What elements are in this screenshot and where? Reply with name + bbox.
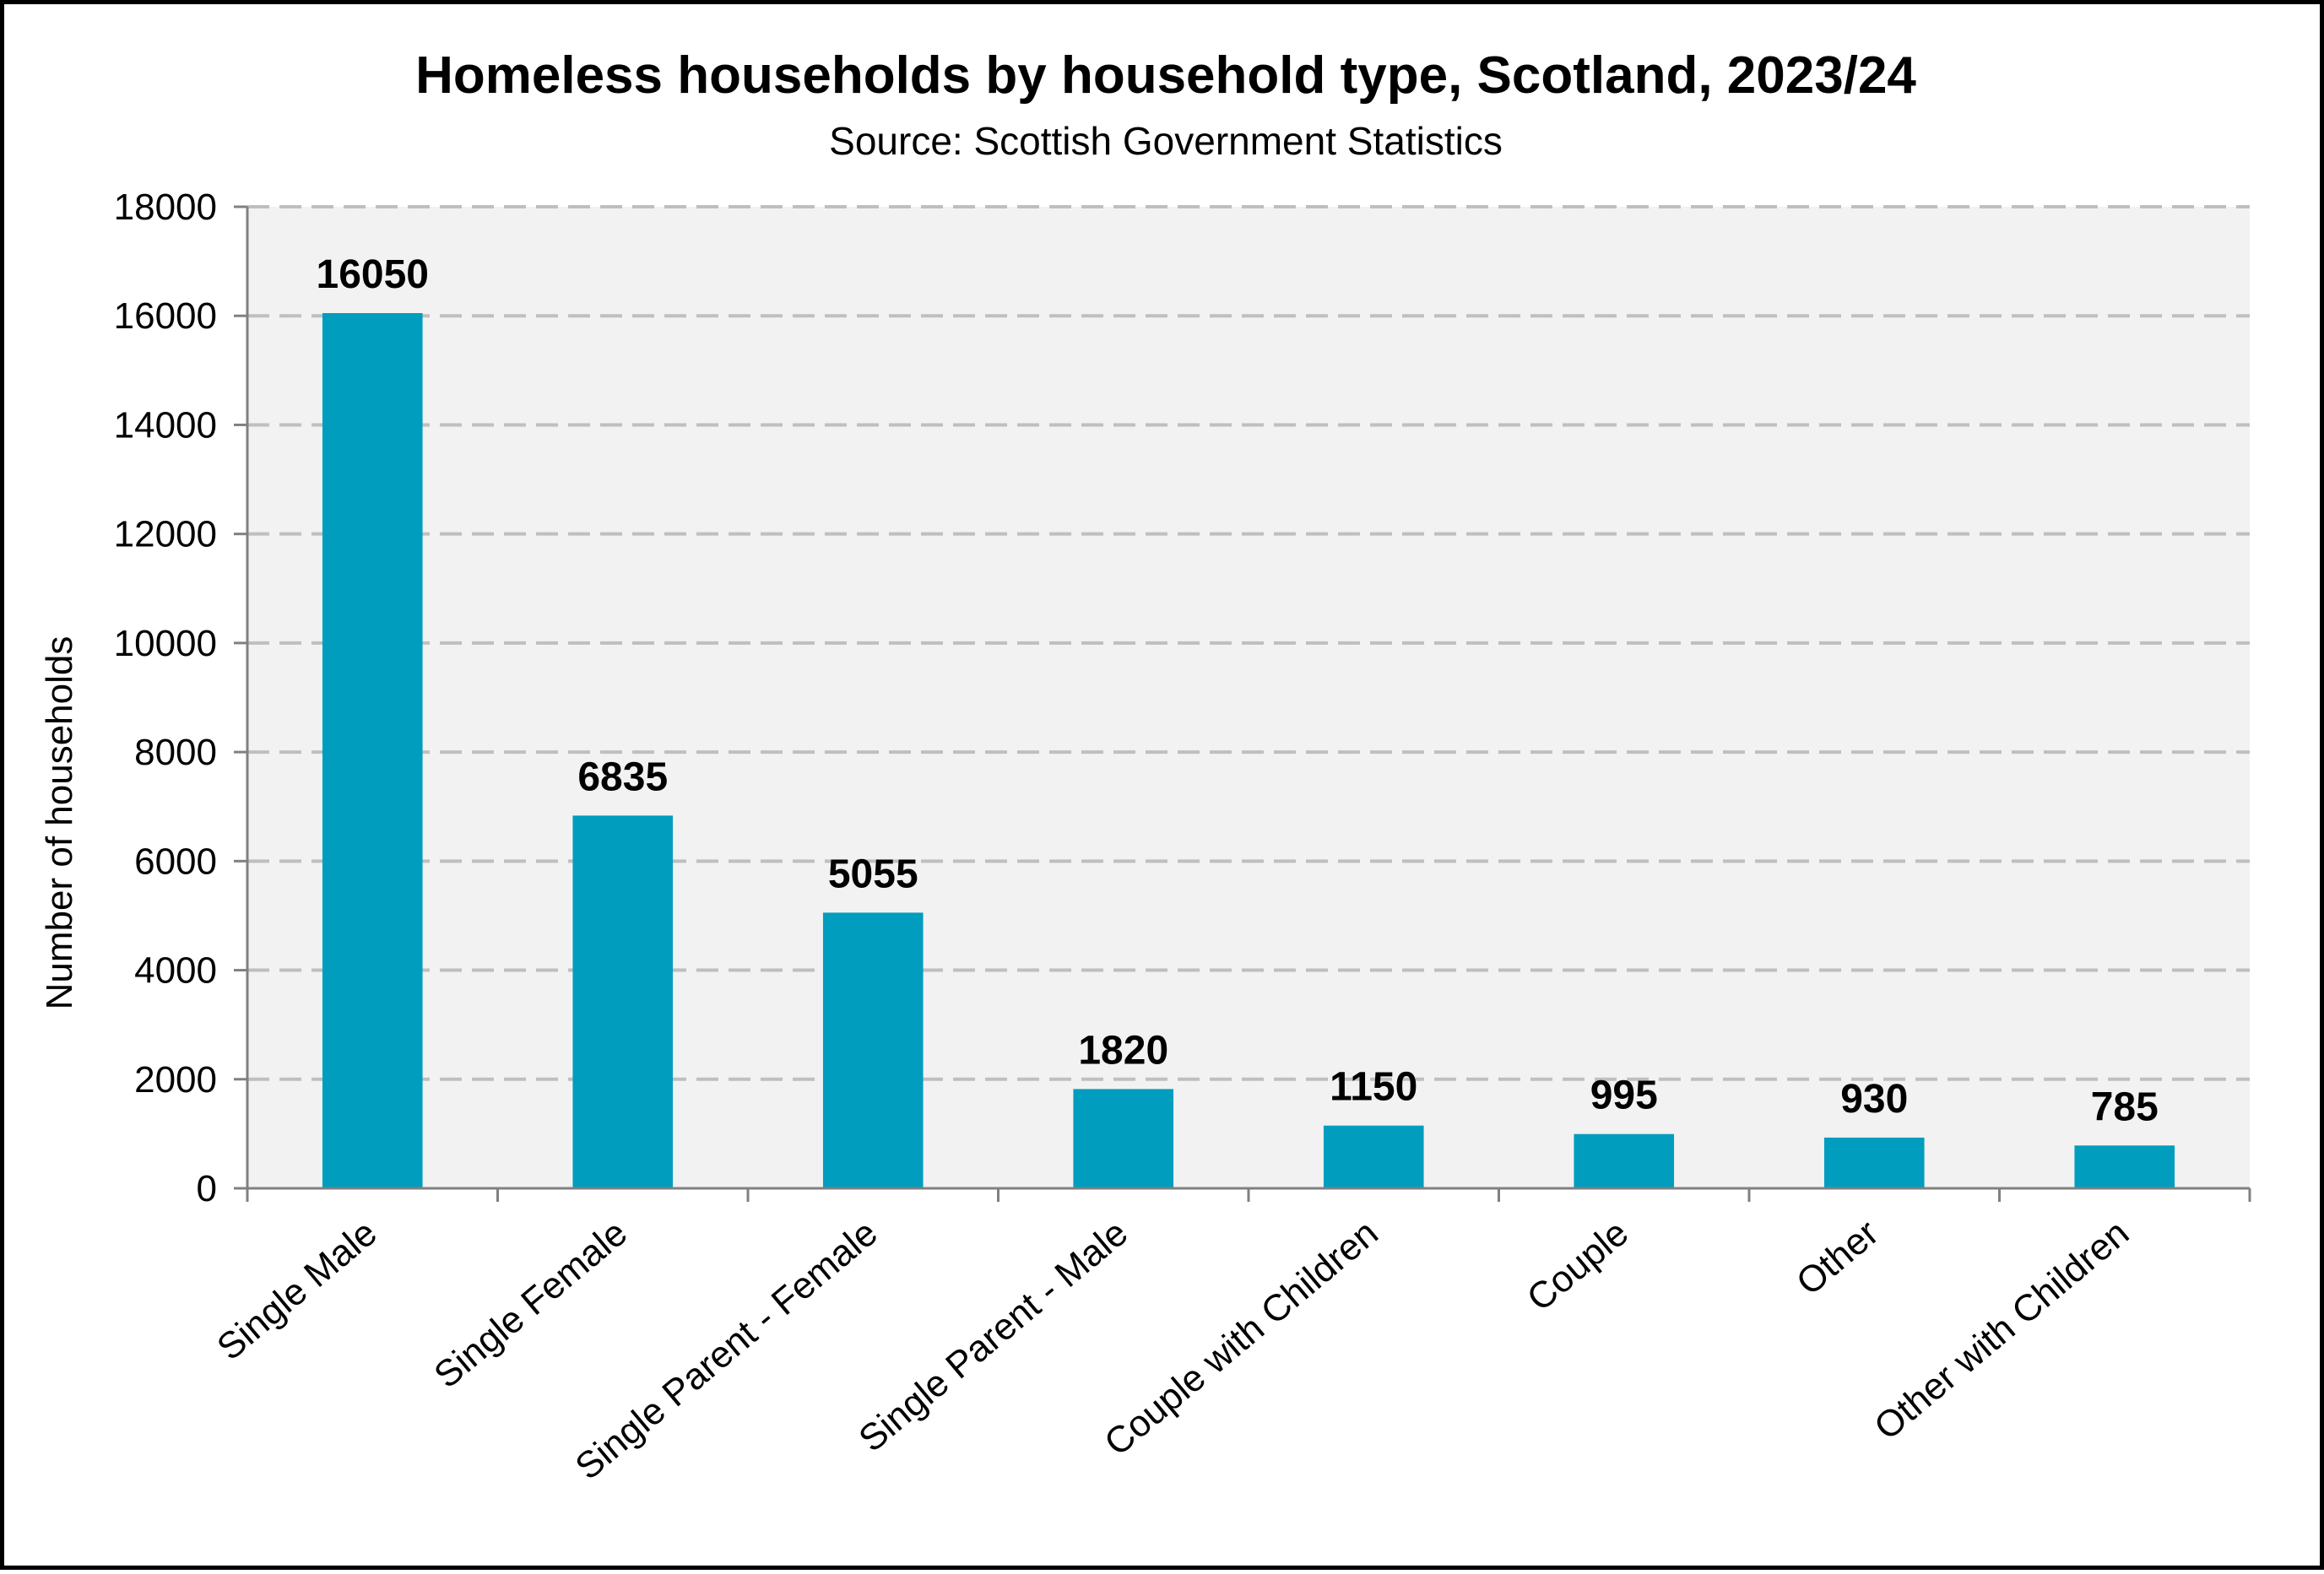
bar	[2074, 1145, 2175, 1188]
y-tick-label: 10000	[114, 623, 217, 664]
bar	[572, 815, 674, 1188]
y-tick-labels: 0 2000 4000 6000 8000 10000 12000 14000 16000 180…	[114, 187, 217, 1209]
bar	[322, 312, 423, 1188]
data-label: 6835	[577, 755, 668, 799]
y-tick-label: 2000	[134, 1059, 217, 1101]
bar	[822, 912, 924, 1188]
x-tick-label: Other	[1789, 1212, 1887, 1303]
y-tick-label: 0	[197, 1168, 217, 1209]
y-tick-label: 8000	[134, 732, 217, 773]
x-tick-label: Couple with Children	[1097, 1212, 1386, 1464]
axes	[234, 205, 2251, 1202]
y-tick-label: 4000	[134, 950, 217, 992]
bar	[1823, 1137, 1925, 1188]
plot-area	[247, 207, 2250, 1188]
data-label: 785	[2091, 1084, 2159, 1129]
bars	[322, 312, 2175, 1188]
bar-chart: Homeless households by household type, S…	[39, 46, 2251, 1488]
y-tick-label: 16000	[114, 295, 217, 337]
bar	[1073, 1089, 1174, 1188]
bar	[1323, 1125, 1424, 1188]
chart-title: Homeless households by household type, S…	[415, 46, 1916, 105]
data-label: 1150	[1330, 1065, 1417, 1110]
x-tick-label: Single Female	[426, 1212, 635, 1396]
y-axis-label: Number of households	[39, 636, 80, 1010]
y-tick-label: 14000	[114, 404, 217, 446]
data-label: 5055	[828, 852, 918, 896]
data-label: 16050	[317, 252, 429, 297]
data-label: 1820	[1078, 1028, 1168, 1073]
data-label: 930	[1840, 1077, 1908, 1122]
x-tick-label: Other with Children	[1866, 1212, 2137, 1448]
y-tick-label: 6000	[134, 841, 217, 882]
x-tick-label: Single Parent - Male	[851, 1212, 1135, 1460]
data-label: 995	[1590, 1074, 1658, 1118]
x-tick-label: Single Male	[209, 1212, 385, 1368]
data-labels: 16050 6835 5055 1820 1150 995 930 785	[317, 252, 2159, 1129]
y-tick-label: 18000	[114, 187, 217, 228]
y-tick-label: 12000	[114, 514, 217, 555]
x-tick-labels: Single Male Single Female Single Parent - …	[209, 1212, 2137, 1488]
bar	[1574, 1133, 1675, 1188]
x-tick-label: Couple	[1520, 1212, 1636, 1319]
chart-subtitle: Source: Scottish Government Statistics	[829, 119, 1503, 163]
